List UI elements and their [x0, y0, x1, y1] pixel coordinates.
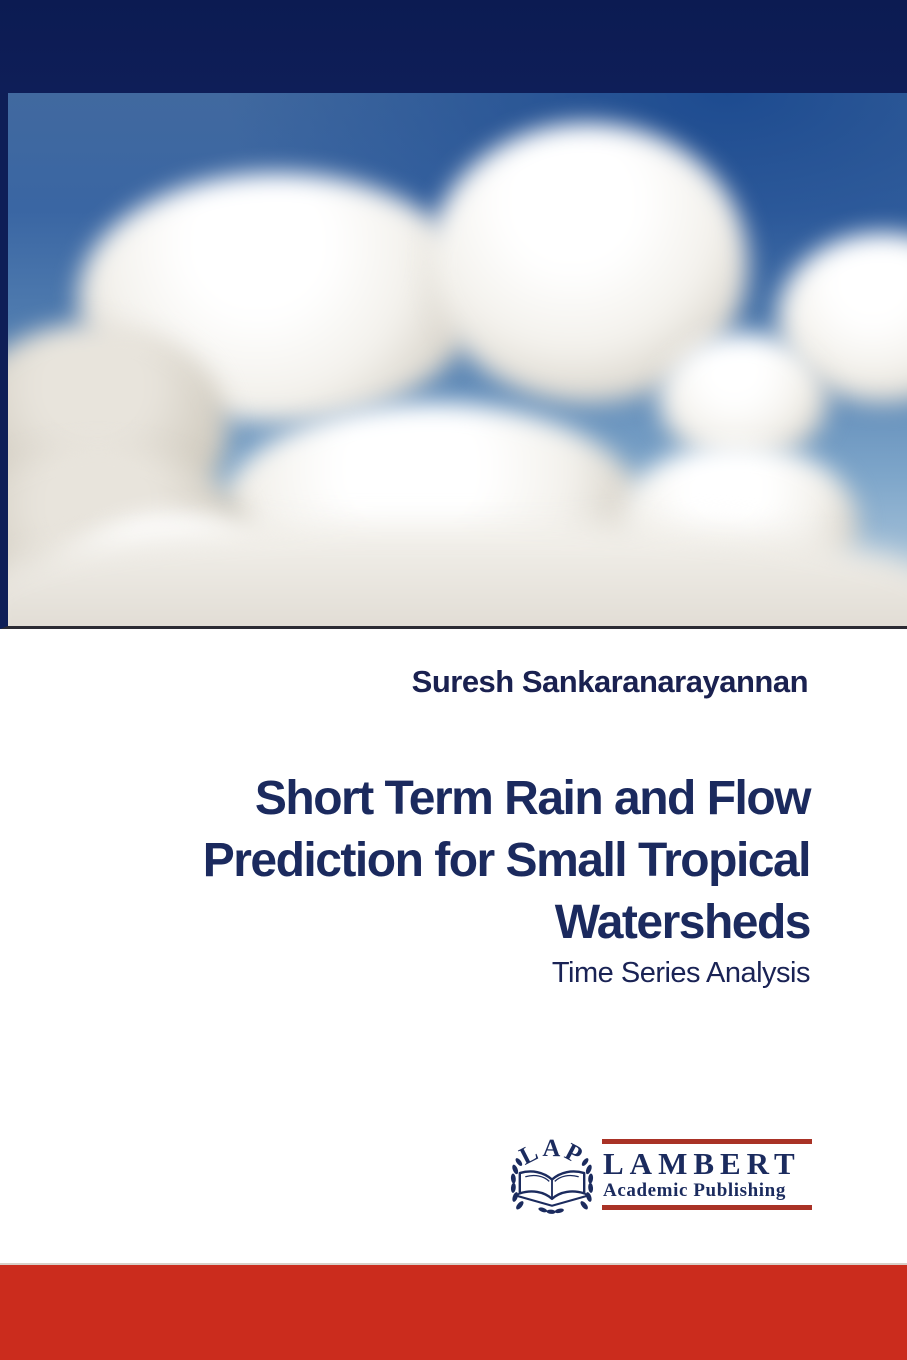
top-navy-band [0, 0, 907, 93]
publisher-wordmark: LAMBERT Academic Publishing [602, 1138, 812, 1210]
book-subtitle: Time Series Analysis [551, 957, 811, 989]
publisher-logo: LAP LAMBERT Academic Publishing [505, 1128, 812, 1220]
lap-text: LAP [515, 1135, 589, 1171]
title-line-2: Prediction for Small Tropical [202, 834, 812, 887]
bottom-red-band [0, 1263, 907, 1360]
cloud [658, 333, 828, 463]
author-name: Suresh Sankaranarayannan [411, 664, 809, 699]
cloud-bottom-band [8, 523, 907, 626]
open-book-icon [515, 1170, 589, 1207]
publisher-name: LAMBERT [603, 1145, 801, 1181]
laurel-bottom [538, 1207, 564, 1214]
title-line-1: Short Term Rain and Flow [254, 772, 812, 825]
sky-clouds-photo [0, 93, 907, 629]
lap-emblem-icon: LAP [510, 1135, 594, 1214]
book-title: Short Term Rain and Flow Prediction for … [202, 768, 812, 954]
logo-top-rule [602, 1138, 812, 1144]
publisher-tagline: Academic Publishing [603, 1179, 786, 1201]
title-line-3: Watersheds [554, 896, 812, 949]
logo-bottom-rule [602, 1204, 812, 1210]
